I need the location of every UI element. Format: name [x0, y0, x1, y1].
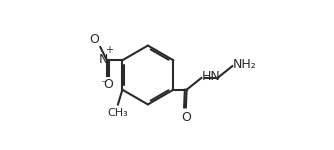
Text: O: O: [104, 78, 113, 91]
Text: N: N: [98, 53, 108, 66]
Text: CH₃: CH₃: [108, 108, 128, 118]
Text: O: O: [181, 111, 191, 124]
Text: NH₂: NH₂: [233, 58, 257, 72]
Text: O: O: [90, 33, 100, 46]
Text: +: +: [105, 45, 113, 55]
Text: HN: HN: [202, 70, 221, 83]
Text: ⁻: ⁻: [100, 78, 107, 91]
